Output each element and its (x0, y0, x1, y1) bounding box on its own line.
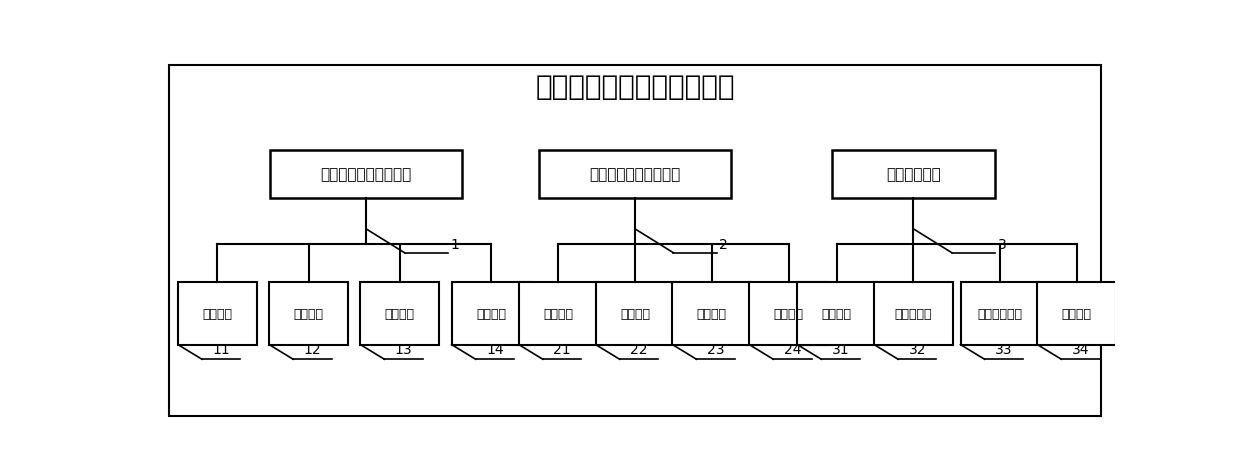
Text: 3: 3 (997, 238, 1007, 251)
Text: 24: 24 (784, 343, 802, 357)
Text: 2: 2 (720, 238, 729, 251)
Text: 33: 33 (995, 343, 1012, 357)
Text: 生产报表: 生产报表 (821, 307, 851, 320)
Text: 光伏电站智能监控分析平台: 光伏电站智能监控分析平台 (535, 72, 735, 100)
Text: 13: 13 (395, 343, 413, 357)
Text: 12: 12 (304, 343, 321, 357)
Text: 故障诊断: 故障诊断 (620, 307, 650, 320)
Text: 22: 22 (631, 343, 648, 357)
Bar (178, 283, 256, 345)
Text: 23: 23 (707, 343, 725, 357)
Bar (960, 283, 1040, 345)
Text: 功率预测: 功率预测 (696, 307, 727, 320)
Text: 运行监控: 运行监控 (294, 307, 323, 320)
Bar (451, 283, 530, 345)
Text: 异常数据汇总: 异常数据汇总 (978, 307, 1022, 320)
Text: 统计分析模块: 统计分析模块 (886, 167, 940, 182)
Text: 1: 1 (451, 238, 460, 251)
Bar (361, 283, 439, 345)
Bar (673, 283, 751, 345)
Text: 数据采集: 数据采集 (202, 307, 232, 320)
Bar (831, 150, 995, 198)
Bar (1037, 283, 1116, 345)
Text: 31: 31 (831, 343, 849, 357)
Text: 21: 21 (553, 343, 571, 357)
Bar (750, 283, 828, 345)
Bar (519, 283, 597, 345)
Text: 14: 14 (486, 343, 503, 357)
Text: 多种输出: 多种输出 (1062, 307, 1092, 320)
Text: 数据筛选: 数据筛选 (476, 307, 506, 320)
Text: 设备运行状态监控模块: 设备运行状态监控模块 (321, 167, 411, 182)
Text: 数据存储: 数据存储 (385, 307, 415, 320)
Bar (596, 283, 674, 345)
Text: 发电量统计: 发电量统计 (895, 307, 932, 320)
Bar (269, 283, 348, 345)
Bar (873, 283, 953, 345)
Bar (270, 150, 462, 198)
Text: 状态评价: 状态评价 (773, 307, 804, 320)
Bar (797, 283, 876, 345)
Bar (539, 150, 731, 198)
Text: 34: 34 (1072, 343, 1089, 357)
Text: 32: 32 (908, 343, 926, 357)
Text: 故障预警: 故障预警 (543, 307, 574, 320)
Text: 设备运行状态评价模块: 设备运行状态评价模块 (590, 167, 680, 182)
Text: 11: 11 (212, 343, 230, 357)
